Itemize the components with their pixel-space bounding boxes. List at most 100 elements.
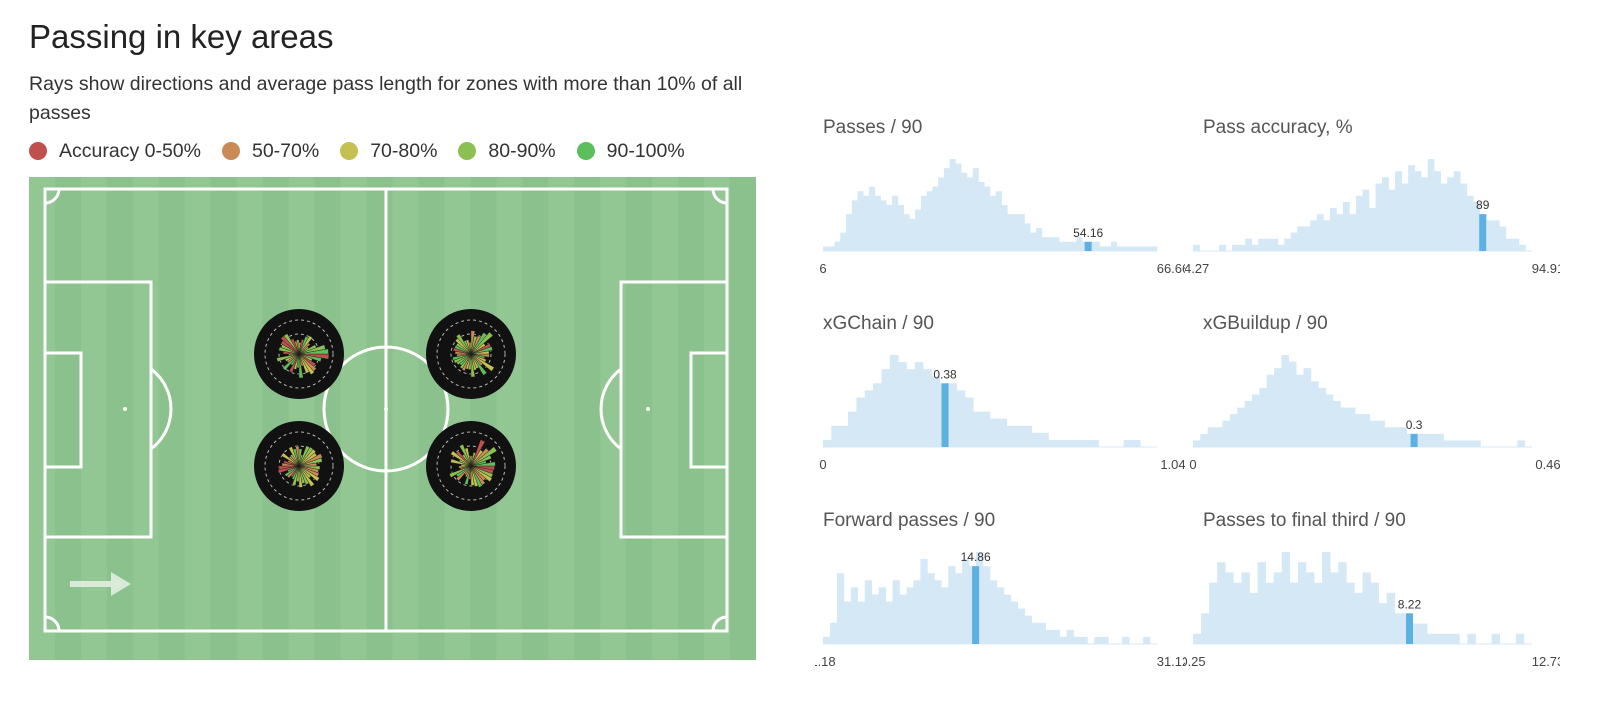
histogram-bar xyxy=(1281,355,1290,447)
pass-ray xyxy=(277,465,300,474)
pitch-stripe xyxy=(496,177,523,660)
histogram-bar xyxy=(1264,238,1272,251)
pass-ray xyxy=(470,350,490,355)
pass-ray xyxy=(452,353,472,361)
histogram-bar xyxy=(955,163,962,251)
pass-ray xyxy=(468,455,472,467)
histogram-bar xyxy=(1090,439,1099,447)
histogram-bar xyxy=(1421,433,1430,447)
histogram-bar xyxy=(1281,552,1291,644)
histogram-bar xyxy=(964,397,974,447)
histogram-bar xyxy=(915,209,922,251)
pass-ray xyxy=(464,447,472,467)
legend-item-accuracy-90-100: 90-100% xyxy=(576,139,685,163)
histogram-bar xyxy=(1073,439,1083,447)
pass-ray xyxy=(470,454,492,467)
pitch-stripe xyxy=(158,177,186,660)
histogram-bar xyxy=(1329,208,1337,251)
axis-min-label: 0.25 xyxy=(1185,654,1206,669)
histogram-bar xyxy=(1421,177,1428,251)
histogram-bar xyxy=(1460,183,1468,251)
histogram-bar xyxy=(839,425,849,447)
histogram-bar xyxy=(972,168,979,251)
legend-label: Accuracy 0-50% xyxy=(59,139,201,162)
histogram-bar xyxy=(1340,407,1349,447)
histogram-bar xyxy=(1277,244,1285,251)
histogram-bar xyxy=(1322,552,1331,644)
histogram-bar xyxy=(831,425,840,447)
histogram-bar xyxy=(874,195,881,251)
histogram-bar xyxy=(1382,177,1389,251)
histogram-forward-passes: 14.86 1.18 31.12 xyxy=(815,550,1185,669)
histogram-bar xyxy=(1099,246,1106,251)
histogram-bar xyxy=(1207,427,1216,447)
histogram-bar xyxy=(851,200,858,251)
histogram-bar xyxy=(1414,171,1422,251)
player-value-label: 54.16 xyxy=(1073,226,1103,240)
player-value-marker xyxy=(1405,613,1413,644)
right-penalty-arc xyxy=(599,367,622,451)
histogram-bar xyxy=(913,580,921,644)
histogram-bar xyxy=(1001,205,1008,251)
axis-max-label: 12.73 xyxy=(1532,654,1560,669)
histogram-bar xyxy=(1048,439,1058,447)
histogram-bar xyxy=(995,191,1002,251)
hist-title-xgchain: xGChain / 90 xyxy=(823,313,934,334)
histogram-bar xyxy=(966,177,974,251)
histogram-bar xyxy=(998,418,1007,447)
histogram-bar xyxy=(1200,433,1209,447)
right-penalty-spot xyxy=(646,407,650,411)
histogram-bar xyxy=(990,195,997,251)
histogram-bar xyxy=(1323,220,1331,251)
player-value-label: 0.3 xyxy=(1406,418,1423,432)
histogram-bar xyxy=(1031,622,1040,644)
histogram-bar xyxy=(1443,440,1452,447)
pass-ray xyxy=(296,339,300,355)
histogram-bar xyxy=(1123,439,1133,447)
legend-item-accuracy-80-90: 80-90% xyxy=(458,140,556,163)
histogram-bar xyxy=(909,218,916,251)
hist-title-forward-passes: Forward passes / 90 xyxy=(823,510,996,531)
histogram-bar xyxy=(1342,201,1350,251)
histogram-bar xyxy=(1394,613,1404,644)
accuracy-legend: Accuracy 0-50% 50-70% 70-80% 80-90% 90-1… xyxy=(29,138,706,164)
histogram-bar xyxy=(1436,433,1444,447)
histogram-bar xyxy=(914,362,924,447)
pass-ray xyxy=(298,448,317,467)
page-title: Passing in key areas xyxy=(29,18,334,55)
pass-ray xyxy=(298,353,310,374)
legend-label: 90-100% xyxy=(606,139,685,162)
zone-ring xyxy=(436,431,506,501)
histogram-bar xyxy=(848,411,857,447)
histogram-bar xyxy=(1453,171,1461,251)
axis-min-label: 0 xyxy=(1189,457,1196,472)
histogram-bar xyxy=(1289,582,1299,644)
histogram-bar xyxy=(1370,582,1379,644)
pitch-stripe xyxy=(210,177,238,660)
axis-min-label: 1.18 xyxy=(815,654,836,669)
histogram-bar xyxy=(1434,171,1442,251)
histogram-bar xyxy=(1007,214,1014,251)
histogram-bar xyxy=(1258,238,1266,251)
histogram-bar xyxy=(857,191,864,251)
pass-ray xyxy=(470,353,495,372)
histogram-bar xyxy=(1045,629,1053,644)
legend-item-accuracy-0-50: Accuracy 0-50% xyxy=(29,140,201,163)
left-penalty-arc xyxy=(150,367,173,451)
histogram-bar xyxy=(850,587,859,644)
histogram-bar xyxy=(871,594,879,644)
histogram-bar xyxy=(1384,427,1393,447)
histogram-bar xyxy=(948,383,957,447)
histogram-bar xyxy=(931,376,941,447)
pitch-stripe xyxy=(418,177,445,660)
histogram-bar xyxy=(1303,226,1311,251)
histogram-bar xyxy=(1244,401,1253,447)
histogram-bar xyxy=(1219,244,1226,251)
legend-dot-icon xyxy=(29,142,47,160)
histogram-bar xyxy=(961,172,968,251)
pass-ray xyxy=(470,461,496,467)
arrow-head xyxy=(111,572,131,596)
legend-dot-icon xyxy=(221,142,240,160)
histogram-bar xyxy=(1225,572,1234,644)
histogram-bar xyxy=(976,552,984,644)
